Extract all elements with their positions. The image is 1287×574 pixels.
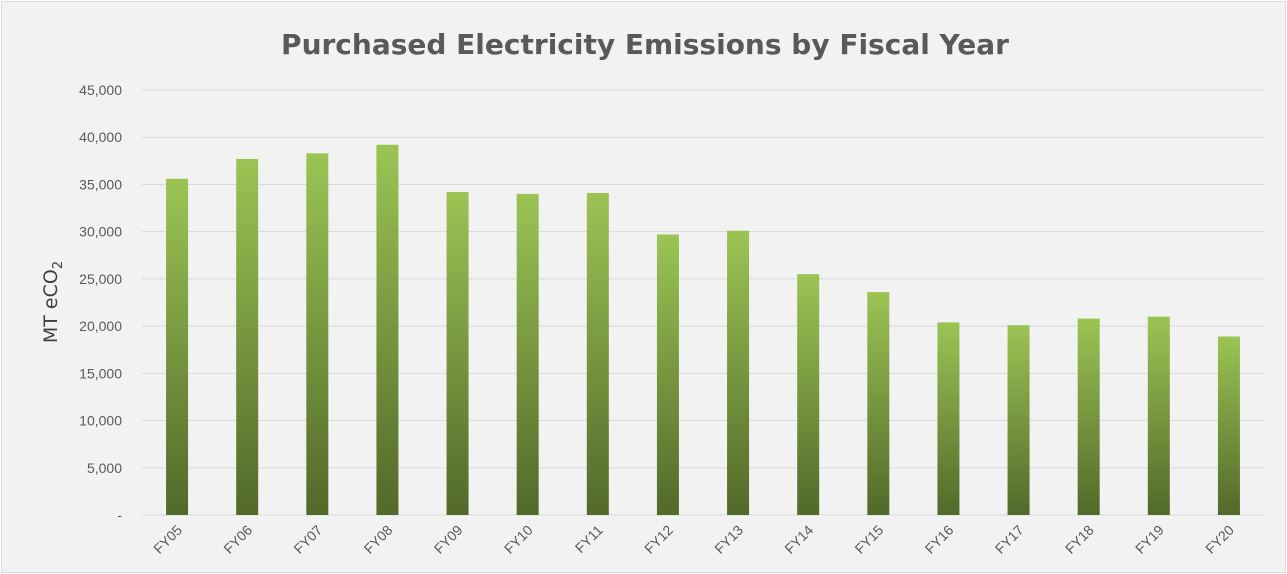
gridlines (142, 89, 1264, 516)
y-tick-label: 20,000 (79, 318, 122, 334)
x-tick-label: FY07 (290, 522, 325, 557)
bar-fy20 (1217, 336, 1240, 515)
y-axis-label-subscript: 2 (51, 261, 66, 269)
y-tick-label: 10,000 (79, 413, 122, 429)
bar-fy07 (306, 153, 329, 515)
x-tick-label: FY16 (922, 522, 957, 557)
bars (166, 144, 1240, 515)
y-tick-label: - (117, 507, 122, 523)
bar-fy17 (1007, 325, 1030, 515)
bar-fy08 (376, 144, 399, 515)
x-tick-label: FY20 (1202, 522, 1237, 557)
x-axis-ticks: FY05 FY06 FY07 FY08 FY09 FY10 FY11 FY12 FY13 FY14… (150, 522, 1237, 557)
y-tick-label: 30,000 (79, 224, 122, 240)
y-tick-label: 45,000 (79, 82, 122, 98)
x-tick-label: FY18 (1062, 522, 1097, 557)
x-tick-label: FY08 (361, 522, 396, 557)
y-axis-label-main: MT eCO (40, 269, 62, 343)
y-tick-label: 15,000 (79, 365, 122, 381)
bar-fy19 (1147, 316, 1170, 515)
y-axis-ticks: - 5,000 10,000 15,000 20,000 25,000 30,000 35,0… (79, 82, 122, 523)
x-tick-label: FY14 (781, 522, 816, 557)
x-tick-label: FY06 (220, 522, 255, 557)
y-tick-label: 35,000 (79, 176, 122, 192)
x-tick-label: FY05 (150, 522, 185, 557)
x-tick-label: FY13 (711, 522, 746, 557)
x-tick-label: FY11 (572, 522, 606, 556)
chart-title: Purchased Electricity Emissions by Fisca… (281, 28, 1009, 61)
x-tick-label: FY15 (851, 522, 886, 557)
bar-fy11 (586, 192, 609, 515)
y-tick-label: 25,000 (79, 271, 122, 287)
bar-fy09 (446, 192, 469, 515)
bar-fy10 (516, 193, 539, 515)
bar-fy15 (867, 292, 890, 515)
x-tick-label: FY10 (501, 522, 536, 557)
bar-fy06 (236, 158, 259, 515)
bar-fy13 (727, 230, 750, 515)
bar-fy12 (656, 234, 679, 515)
bar-fy14 (797, 274, 820, 515)
x-tick-label: FY17 (992, 522, 1027, 557)
x-tick-label: FY12 (641, 522, 676, 557)
y-axis-label: MT eCO2 (40, 261, 66, 343)
x-tick-label: FY19 (1132, 522, 1167, 557)
x-tick-label: FY09 (431, 522, 466, 557)
y-tick-label: 5,000 (87, 460, 122, 476)
bar-fy18 (1077, 318, 1100, 515)
bar-fy16 (937, 322, 960, 515)
bar-fy05 (166, 178, 189, 515)
y-tick-label: 40,000 (79, 129, 122, 145)
